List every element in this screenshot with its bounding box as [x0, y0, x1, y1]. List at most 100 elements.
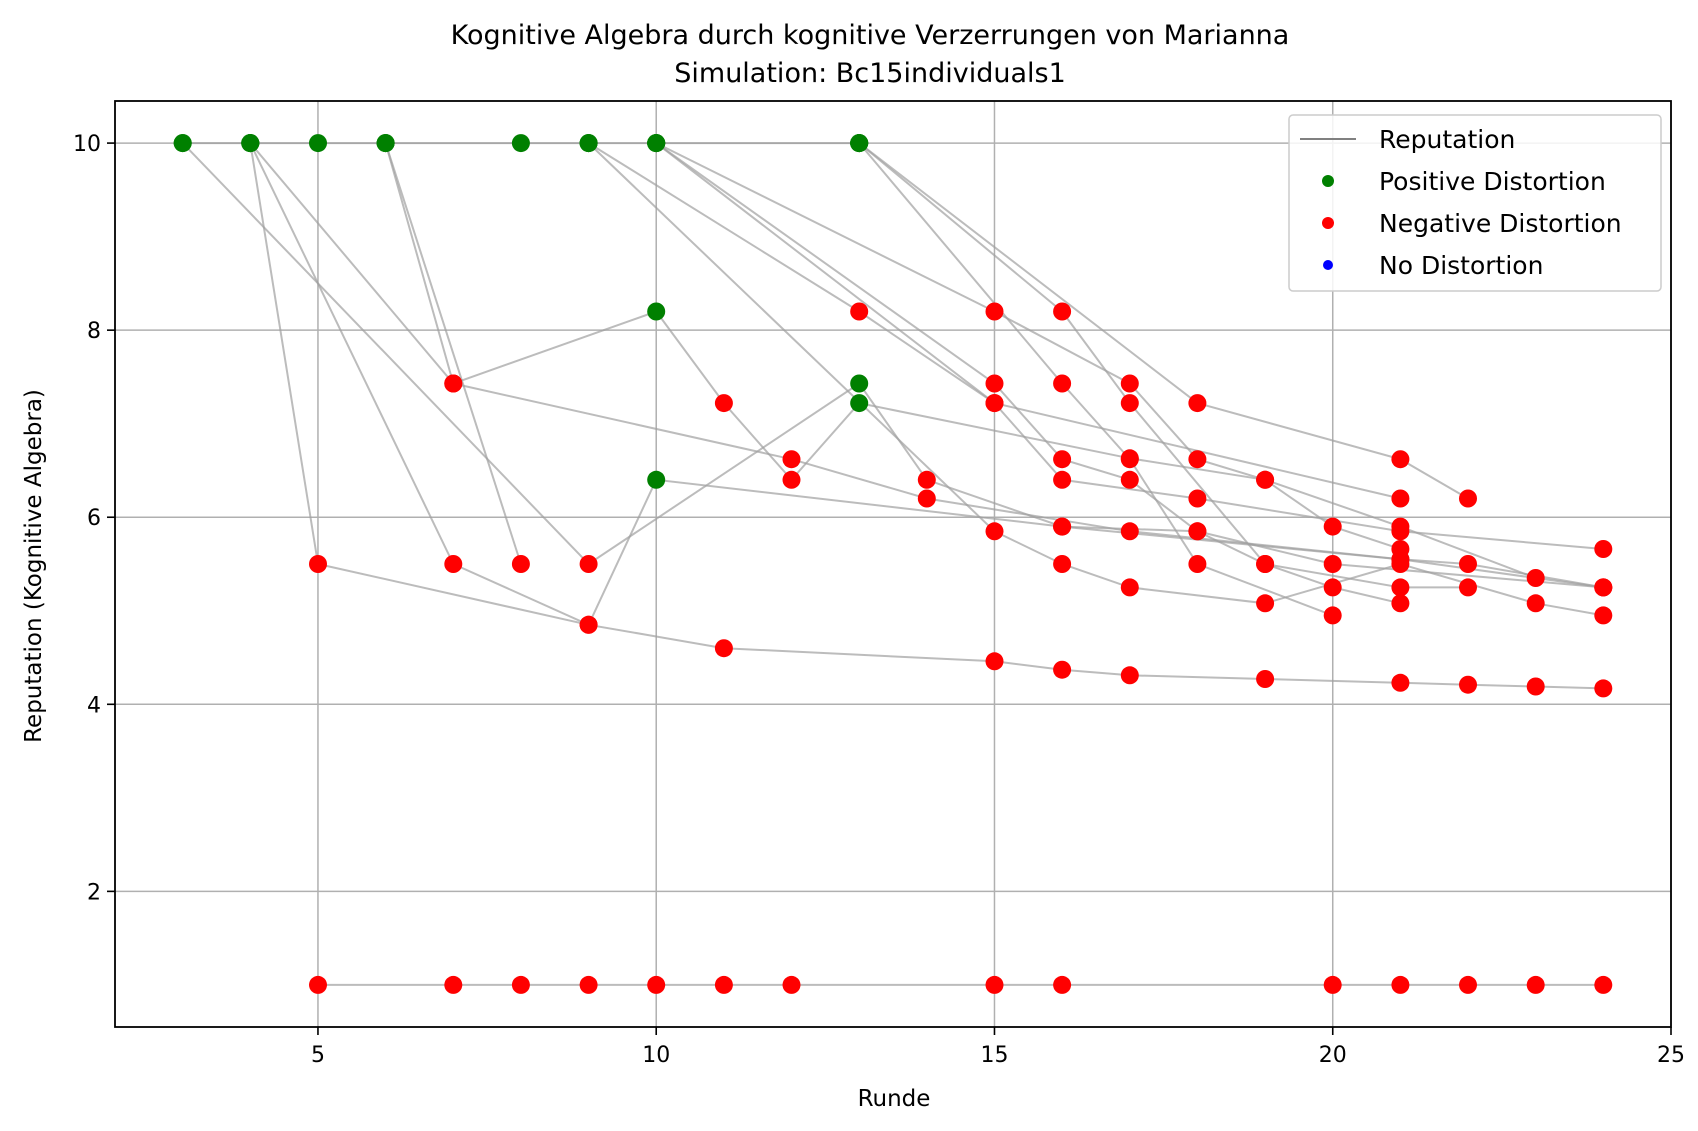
- data-point-14-6: [1526, 594, 1545, 613]
- data-point-2-9: [1459, 675, 1477, 694]
- data-point-10-5: [1323, 517, 1342, 536]
- data-point-6-4: [782, 470, 801, 489]
- y-tick-label: 8: [87, 319, 101, 344]
- legend-box: [1288, 114, 1662, 292]
- x-tick-label: 10: [642, 1043, 670, 1068]
- data-point-1-0: [309, 975, 327, 994]
- data-point-6-2: [647, 302, 666, 321]
- reputation-line-12: [858, 142, 1469, 500]
- x-tick-label: 20: [1319, 1043, 1347, 1068]
- reputation-line-5: [181, 142, 1604, 589]
- reputation-line-3: [249, 142, 1604, 627]
- data-point-9-7: [1459, 578, 1477, 597]
- legend-label-negative: Negative Distortion: [1379, 209, 1622, 238]
- y-tick-label: 2: [87, 880, 101, 905]
- data-point-13-1: [1053, 374, 1072, 393]
- reputation-line-9: [655, 142, 1468, 589]
- data-point-14-4: [1256, 594, 1275, 613]
- data-point-1-9: [1323, 975, 1342, 994]
- chart-title: Kognitive Algebra durch kognitive Verzer…: [451, 20, 1290, 51]
- data-point-2-1: [309, 555, 327, 573]
- data-point-2-3: [714, 639, 733, 658]
- data-point-7-1: [444, 374, 463, 393]
- data-point-5-6: [1323, 555, 1342, 573]
- data-point-7-3: [917, 489, 936, 508]
- data-point-10-3: [1188, 450, 1207, 469]
- data-point-14-2: [1053, 555, 1072, 573]
- data-point-14-3: [1120, 578, 1139, 597]
- data-point-3-1: [444, 555, 463, 573]
- data-point-0-4: [511, 134, 530, 153]
- data-point-9-1: [985, 374, 1004, 393]
- data-point-6-3: [714, 394, 733, 413]
- data-point-11-2: [1120, 394, 1139, 413]
- data-point-1-8: [1053, 975, 1072, 994]
- data-point-11-4: [1323, 578, 1342, 597]
- data-point-5-2: [850, 374, 869, 393]
- x-tick-label: 5: [311, 1043, 325, 1068]
- legend-label-positive: Positive Distortion: [1379, 167, 1606, 196]
- legend-label-reputation: Reputation: [1379, 125, 1515, 154]
- data-point-1-10: [1391, 975, 1410, 994]
- data-point-12-2: [1391, 450, 1410, 469]
- data-point-1-1: [444, 975, 463, 994]
- data-point-2-10: [1526, 677, 1545, 696]
- data-point-7-4: [1120, 522, 1139, 541]
- data-point-7-0: [376, 134, 395, 153]
- data-point-1-13: [1594, 975, 1613, 994]
- data-point-9-2: [1053, 450, 1072, 469]
- data-point-9-6: [1391, 578, 1410, 597]
- data-point-10-6: [1391, 540, 1410, 558]
- data-point-12-1: [1188, 394, 1207, 413]
- data-point-15-2: [1391, 489, 1410, 508]
- data-point-1-2: [511, 975, 530, 994]
- plot-frame: [114, 100, 1672, 1028]
- data-point-11-5: [1391, 594, 1410, 613]
- legend-label-none: No Distortion: [1379, 251, 1543, 280]
- data-point-2-8: [1391, 673, 1410, 692]
- legend: Reputation Positive Distortion Negative …: [1288, 114, 1662, 292]
- data-point-1-6: [782, 975, 801, 994]
- data-point-7-6: [1594, 578, 1613, 597]
- data-point-8-3: [1053, 470, 1072, 489]
- reputation-line-14: [587, 142, 1604, 617]
- legend-none-dot-icon: [1323, 260, 1333, 270]
- legend-negative-dot-icon: [1322, 217, 1334, 229]
- data-point-13-0: [850, 134, 869, 153]
- data-point-3-3: [647, 470, 666, 489]
- data-point-10-1: [985, 302, 1004, 321]
- data-point-8-4: [1188, 489, 1207, 508]
- data-point-2-6: [1120, 666, 1139, 685]
- data-point-6-9: [1526, 569, 1545, 587]
- data-point-1-11: [1459, 975, 1477, 994]
- data-point-11-3: [1256, 555, 1275, 573]
- y-tick-label: 10: [73, 132, 101, 157]
- data-point-3-6: [1459, 555, 1477, 573]
- data-point-14-7: [1594, 606, 1613, 625]
- data-point-14-5: [1391, 555, 1410, 573]
- data-point-15-1: [985, 394, 1004, 413]
- data-point-6-0: [241, 134, 260, 153]
- y-tick-label: 4: [87, 693, 101, 718]
- data-points: [173, 134, 1613, 994]
- data-point-2-5: [1053, 660, 1072, 679]
- data-point-13-4: [1323, 606, 1342, 625]
- data-point-6-5: [850, 394, 869, 413]
- reputation-line-4: [384, 142, 522, 565]
- data-point-1-3: [579, 975, 598, 994]
- data-point-12-3: [1459, 489, 1477, 508]
- data-point-1-7: [985, 975, 1004, 994]
- data-point-5-1: [579, 555, 598, 573]
- data-point-1-4: [647, 975, 666, 994]
- data-point-5-4: [1053, 517, 1072, 536]
- data-point-3-2: [579, 615, 598, 634]
- axes: 5 10 15 20 25 2 4 6 8 10: [73, 100, 1685, 1068]
- data-point-1-5: [714, 975, 733, 994]
- reputation-line-11: [858, 142, 1401, 605]
- data-point-13-3: [1188, 555, 1207, 573]
- data-point-10-2: [1120, 374, 1139, 393]
- y-tick-label: 6: [87, 506, 101, 531]
- x-tick-label: 25: [1657, 1043, 1685, 1068]
- data-point-2-11: [1594, 679, 1613, 698]
